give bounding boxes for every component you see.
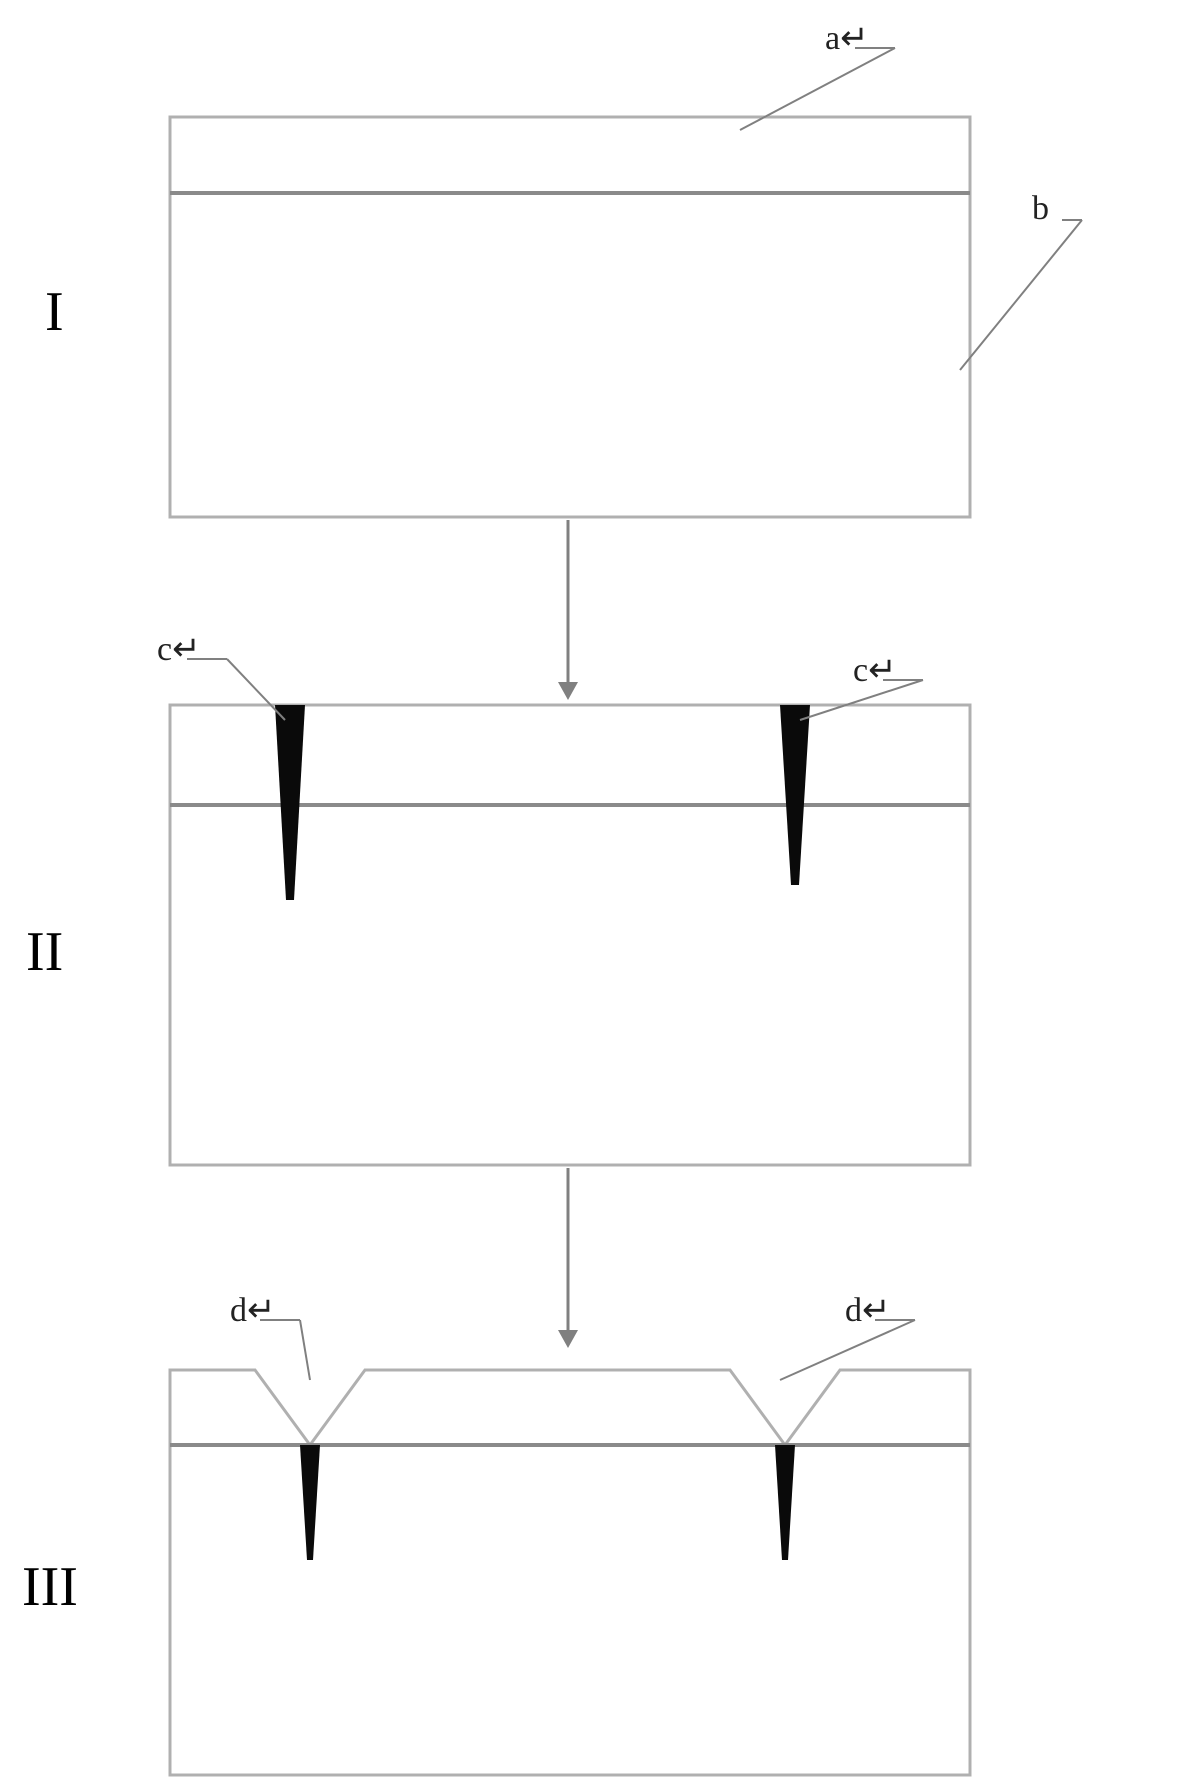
- label-b: b: [1032, 190, 1049, 228]
- diagram-svg: [0, 0, 1191, 1785]
- label-d1: d↵: [230, 1290, 276, 1330]
- label-d2: d↵: [845, 1290, 891, 1330]
- roman-1: I: [45, 280, 64, 344]
- label-a: a↵: [825, 18, 869, 58]
- roman-2: II: [26, 920, 63, 984]
- label-c1: c↵: [157, 629, 201, 669]
- label-c2: c↵: [853, 650, 897, 690]
- roman-3: III: [22, 1555, 78, 1619]
